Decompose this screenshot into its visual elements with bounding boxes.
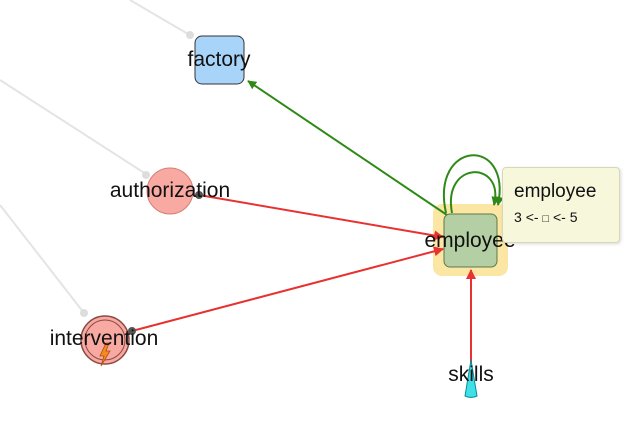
- tooltip-out-count: 5: [569, 209, 578, 225]
- edge-intervention-to-employee[interactable]: [131, 246, 444, 332]
- edge-employee-self-loop-inner[interactable]: [449, 171, 501, 214]
- skills-shape[interactable]: [464, 359, 478, 398]
- edge-source-handle: [128, 327, 136, 335]
- authorization-shape[interactable]: [146, 167, 194, 215]
- skills-label: skills: [448, 363, 494, 386]
- edge-authorization-to-employee[interactable]: [198, 194, 444, 241]
- tooltip-in-count: 3: [514, 209, 522, 225]
- faded-edge-endpoint: [142, 171, 150, 179]
- authorization-label: authorization: [110, 179, 230, 202]
- lightning-icon: [99, 342, 111, 367]
- faded-edge: [0, 204, 85, 314]
- factory-label: factory: [187, 48, 251, 71]
- employee-label: employee: [424, 229, 515, 252]
- node-authorization[interactable]: authorization: [110, 167, 230, 215]
- tooltip-title: employee: [514, 181, 597, 202]
- edge-employee-to-factory[interactable]: [247, 80, 448, 216]
- intervention-label: intervention: [50, 327, 159, 350]
- factory-shape[interactable]: [194, 35, 245, 85]
- background-edges: [0, 0, 194, 317]
- node-intervention[interactable]: intervention: [50, 315, 159, 367]
- edges: [131, 80, 504, 372]
- intervention-shape[interactable]: [80, 315, 130, 365]
- node-factory[interactable]: factory: [187, 35, 251, 85]
- faded-edge-endpoint: [186, 31, 194, 39]
- employee-shape[interactable]: [443, 213, 498, 268]
- tooltip-arrow-out: <-: [552, 209, 566, 225]
- faded-edge: [0, 79, 147, 175]
- edge-employee-self-loop-outer[interactable]: [443, 154, 504, 214]
- tooltip-arrow-in: <-: [525, 209, 539, 225]
- node-skills[interactable]: skills: [448, 359, 494, 398]
- node-tooltip: employee 3 <- □ <- 5: [502, 167, 620, 243]
- faded-edge: [129, 0, 189, 35]
- node-employee[interactable]: employee: [424, 213, 516, 268]
- tooltip-degree-counts: 3 <- □ <- 5: [514, 208, 609, 228]
- edge-source-handle: [195, 191, 203, 199]
- square-icon: □: [542, 213, 550, 225]
- faded-edge-endpoint: [80, 309, 88, 317]
